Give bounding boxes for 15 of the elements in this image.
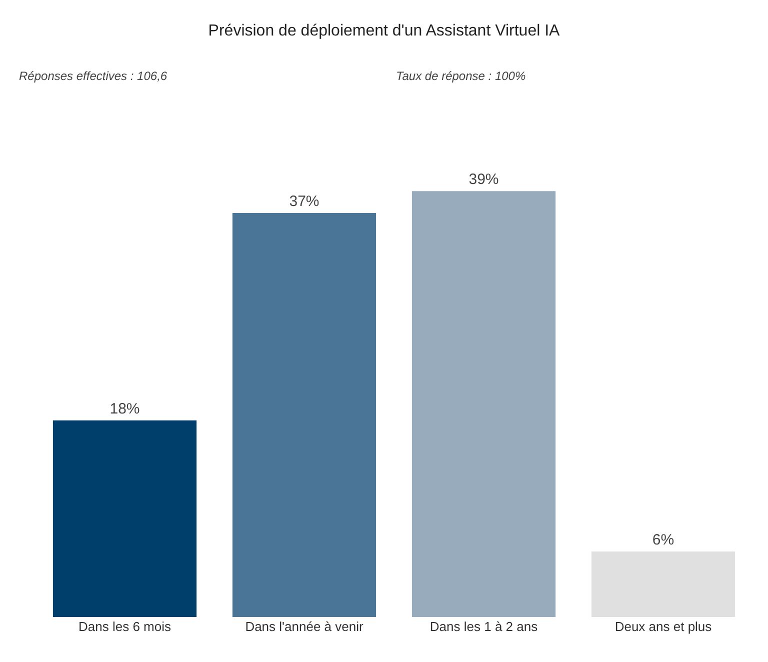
bar	[52, 420, 197, 617]
data-label: 39%	[468, 171, 499, 188]
bar	[232, 212, 376, 617]
text: Réponses effectives : 106,6	[19, 69, 168, 83]
bar	[591, 551, 736, 617]
x-tick-label: Deux ans et plus	[614, 619, 712, 634]
data-label: 18%	[110, 400, 140, 418]
text: Taux de réponse : 100%	[396, 69, 526, 83]
data-label: 37%	[289, 192, 320, 210]
data-label: 6%	[652, 531, 674, 548]
chart-title: Prévision de déploiement d'un Assistant Virtuel IA	[208, 22, 560, 40]
x-tick-label: Dans les 1 à 2 ans	[430, 619, 538, 634]
x-tick-label: Dans les 6 mois	[78, 619, 172, 634]
x-tick-label: Dans l'année à venir	[245, 619, 364, 634]
bar	[412, 191, 556, 617]
